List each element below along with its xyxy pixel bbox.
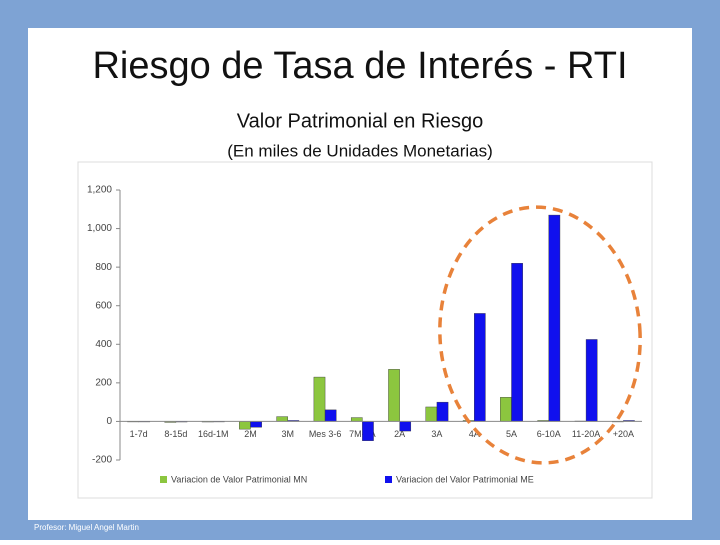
y-tick-label: -200 [92, 455, 112, 466]
bar [585, 339, 598, 422]
chart-title: Valor Patrimonial en Riesgo [237, 110, 483, 132]
plot: -200 0 200 400 600 800 1,000 1,200 1-7d 8-15d 16d-… [87, 185, 642, 484]
x-tick-label: 4A [469, 429, 480, 439]
legend-label: Variacion del Valor Patrimonial ME [396, 474, 534, 484]
footer: Profesor: Miguel Angel Martin [34, 523, 139, 532]
bar [250, 421, 262, 428]
slide-title: Riesgo de Tasa de Interés - RTI [92, 45, 627, 87]
chart-subtitle: (En miles de Unidades Monetarias) [227, 141, 493, 160]
bar [511, 263, 523, 422]
bar [239, 421, 251, 430]
bar [500, 397, 512, 422]
y-tick-label: 800 [95, 262, 112, 273]
y-tick-label: 0 [106, 416, 112, 427]
y-tick-label: 1,000 [87, 223, 112, 234]
bar [474, 313, 486, 422]
x-tick-label: 16d-1M [198, 429, 229, 439]
bar [388, 369, 400, 422]
legend-swatch [385, 476, 392, 483]
bar [436, 401, 449, 422]
bar [276, 416, 288, 422]
x-tick-label: 5A [506, 429, 517, 439]
legend-label: Variacion de Valor Patrimonial MN [171, 474, 307, 484]
y-tick-label: 1,200 [87, 185, 112, 196]
x-tick-label: Mes 3-6 [309, 429, 342, 439]
x-tick-label: 8-15d [164, 429, 187, 439]
bar [313, 376, 326, 422]
legend-swatch [160, 476, 167, 483]
x-tick-label: 2A [394, 429, 405, 439]
y-tick-label: 200 [95, 377, 112, 388]
bar [425, 406, 438, 422]
x-tick-label: 3M [282, 429, 295, 439]
x-tick-label: 3A [431, 429, 442, 439]
bar [350, 417, 363, 422]
bar [324, 409, 337, 422]
chart-frame [77, 161, 653, 499]
x-tick-label: 2M [244, 429, 257, 439]
y-tick-label: 600 [95, 300, 112, 311]
bar [399, 421, 412, 432]
x-tick-label: +20A [613, 429, 634, 439]
highlight-ellipse [438, 205, 642, 465]
x-tick-label: 6-10A [537, 429, 561, 439]
x-tick-label: 11-20A [572, 429, 600, 439]
x-tick-label: 1-7d [130, 429, 148, 439]
bar [362, 421, 374, 441]
bar [548, 214, 561, 422]
y-tick-label: 400 [95, 339, 112, 350]
